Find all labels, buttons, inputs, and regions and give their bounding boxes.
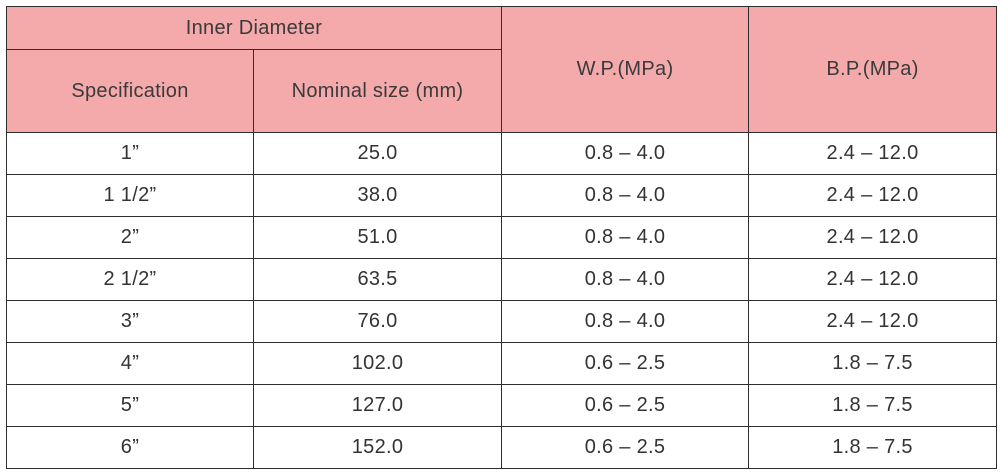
specification-cell: 2 1/2” [6, 258, 254, 301]
working-pressure-cell: 0.8 – 4.0 [501, 174, 750, 217]
specification-cell: 3” [6, 300, 254, 343]
nominal-size-cell: 127.0 [252, 384, 503, 427]
specification-cell: 1 1/2” [6, 174, 254, 217]
working-pressure-cell: 0.8 – 4.0 [501, 216, 750, 259]
inner-diameter-header: Inner Diameter [5, 6, 503, 50]
working-pressure-cell: 0.6 – 2.5 [501, 342, 750, 385]
working-pressure-cell: 0.8 – 4.0 [501, 300, 750, 343]
working-pressure-cell: 0.8 – 4.0 [501, 258, 750, 301]
working-pressure-cell: 0.8 – 4.0 [501, 132, 750, 175]
specification-cell: 6” [6, 426, 254, 469]
burst-pressure-cell: 2.4 – 12.0 [748, 300, 998, 343]
table-row: 1 1/2” 38.0 0.8 – 4.0 2.4 – 12.0 [6, 174, 998, 217]
burst-pressure-cell: 2.4 – 12.0 [748, 216, 998, 259]
burst-pressure-cell: 1.8 – 7.5 [748, 384, 998, 427]
table-row: 2 1/2” 63.5 0.8 – 4.0 2.4 – 12.0 [6, 258, 998, 301]
nominal-size-cell: 63.5 [252, 258, 503, 301]
table-body: 1” 25.0 0.8 – 4.0 2.4 – 12.0 1 1/2” 38.0 0.8 –… [6, 132, 998, 469]
burst-pressure-cell: 2.4 – 12.0 [748, 174, 998, 217]
specification-header: Specification [6, 49, 254, 133]
burst-pressure-cell: 2.4 – 12.0 [748, 258, 998, 301]
specification-cell: 1” [6, 132, 254, 175]
table-row: 3” 76.0 0.8 – 4.0 2.4 – 12.0 [6, 300, 998, 343]
table-row: 4” 102.0 0.6 – 2.5 1.8 – 7.5 [6, 342, 998, 385]
nominal-size-cell: 152.0 [252, 426, 503, 469]
header-row-top: Inner Diameter W.P.(MPa) B.P.(MPa) [5, 6, 998, 133]
table-row: 6” 152.0 0.6 – 2.5 1.8 – 7.5 [6, 426, 998, 469]
burst-pressure-cell: 2.4 – 12.0 [748, 132, 998, 175]
header-row-sub: Specification Nominal size (mm) [6, 49, 997, 133]
working-pressure-cell: 0.6 – 2.5 [501, 384, 750, 427]
working-pressure-cell: 0.6 – 2.5 [501, 426, 750, 469]
nominal-size-cell: 51.0 [252, 216, 503, 259]
table-header: Inner Diameter W.P.(MPa) B.P.(MPa) Speci… [5, 6, 998, 133]
table-row: 5” 127.0 0.6 – 2.5 1.8 – 7.5 [6, 384, 998, 427]
specification-cell: 4” [6, 342, 254, 385]
burst-pressure-header: B.P.(MPa) [748, 6, 998, 133]
table-row: 1” 25.0 0.8 – 4.0 2.4 – 12.0 [6, 132, 998, 175]
nominal-size-cell: 25.0 [252, 132, 503, 175]
burst-pressure-cell: 1.8 – 7.5 [748, 426, 998, 469]
nominal-size-cell: 38.0 [252, 174, 503, 217]
specification-cell: 2” [6, 216, 254, 259]
nominal-size-cell: 76.0 [252, 300, 503, 343]
working-pressure-header: W.P.(MPa) [501, 6, 750, 133]
table-row: 2” 51.0 0.8 – 4.0 2.4 – 12.0 [6, 216, 998, 259]
nominal-size-cell: 102.0 [252, 342, 503, 385]
nominal-size-header: Nominal size (mm) [252, 49, 503, 133]
hose-spec-table: Inner Diameter W.P.(MPa) B.P.(MPa) Speci… [5, 6, 998, 469]
burst-pressure-cell: 1.8 – 7.5 [748, 342, 998, 385]
specification-cell: 5” [6, 384, 254, 427]
